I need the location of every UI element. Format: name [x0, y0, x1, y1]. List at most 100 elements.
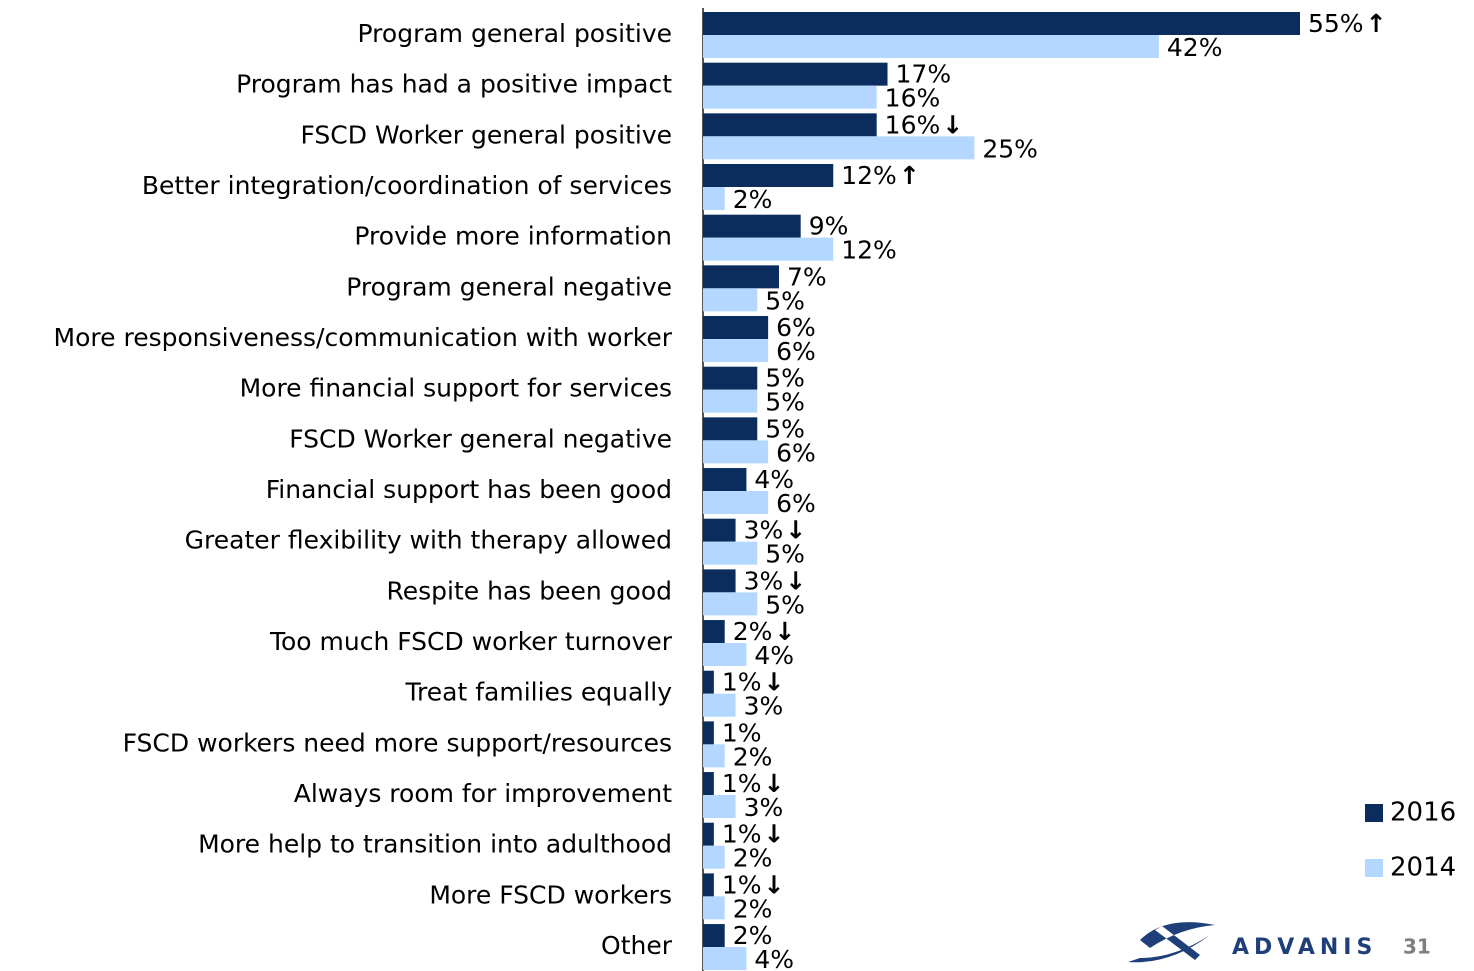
logo: ADVANIS: [1232, 935, 1377, 960]
value-label: 2%: [733, 894, 773, 923]
bar: [703, 772, 714, 796]
bar: [703, 316, 769, 340]
logo-icon: [1128, 922, 1215, 963]
value-label: 16%: [885, 110, 941, 139]
value-label: 1%: [722, 668, 762, 697]
bar: [703, 822, 714, 846]
bar: [703, 35, 1159, 58]
significance-marker: ↓: [764, 668, 785, 697]
bar: [703, 592, 758, 616]
category-label: Better integration/coordination of servi…: [142, 171, 672, 200]
category-label: Provide more information: [354, 222, 672, 251]
value-label: 2%: [733, 742, 773, 771]
value-label: 12%: [841, 161, 897, 190]
category-label: FSCD Worker general positive: [300, 120, 672, 149]
bar: [703, 491, 769, 515]
value-label: 6%: [776, 438, 816, 467]
value-label: 5%: [765, 286, 805, 315]
category-label: Program general positive: [358, 19, 672, 48]
category-label: Treat families equally: [404, 678, 672, 707]
value-label: 4%: [754, 945, 794, 971]
value-label: 6%: [776, 313, 816, 342]
legend-swatch: [1365, 859, 1383, 877]
value-label: 1%: [722, 769, 762, 798]
bar: [703, 265, 779, 289]
value-label: 3%: [744, 516, 784, 545]
bar: [703, 12, 1300, 35]
value-label: 2%: [733, 844, 773, 873]
value-label: 5%: [765, 540, 805, 569]
value-label: 3%: [744, 793, 784, 822]
value-label: 4%: [754, 465, 794, 494]
legend-label: 2014: [1390, 853, 1456, 883]
value-label: 4%: [754, 641, 794, 670]
category-label: FSCD Worker general negative: [289, 424, 672, 453]
value-label: 25%: [982, 134, 1038, 163]
bar: [703, 164, 834, 188]
value-label: 9%: [809, 212, 849, 241]
bar: [703, 288, 758, 312]
significance-marker: ↓: [764, 769, 785, 798]
value-label: 42%: [1167, 33, 1223, 62]
value-label: 1%: [722, 870, 762, 899]
bar: [703, 136, 975, 160]
bar: [703, 947, 747, 971]
value-label: 7%: [787, 262, 827, 291]
value-label: 2%: [733, 185, 773, 214]
value-label: 3%: [744, 566, 784, 595]
page-number: 31: [1403, 935, 1431, 959]
bar: [703, 643, 747, 667]
value-label: 5%: [765, 414, 805, 443]
value-label: 1%: [722, 820, 762, 849]
bar: [703, 795, 736, 819]
value-label: 2%: [733, 617, 773, 646]
significance-marker: ↓: [785, 566, 806, 595]
significance-marker: ↓: [785, 516, 806, 545]
category-label: Respite has been good: [387, 576, 673, 605]
bar: [703, 744, 725, 768]
bar: [703, 620, 725, 644]
bar: [703, 518, 736, 542]
category-label: Greater flexibility with therapy allowed: [185, 526, 672, 555]
significance-marker: ↑: [899, 161, 920, 190]
category-label: Other: [601, 931, 673, 960]
value-label: 12%: [841, 236, 897, 265]
bar: [703, 924, 725, 948]
bar: [703, 366, 758, 390]
category-label: More financial support for services: [240, 374, 672, 403]
value-label: 16%: [885, 84, 941, 113]
significance-marker: ↓: [764, 870, 785, 899]
value-label: 17%: [896, 60, 952, 89]
bar: [703, 339, 769, 363]
category-label: More help to transition into adulthood: [198, 830, 672, 859]
value-label: 55%: [1308, 9, 1364, 38]
value-label: 6%: [776, 489, 816, 518]
value-label: 5%: [765, 590, 805, 619]
value-label: 6%: [776, 337, 816, 366]
bar: [703, 187, 725, 211]
bar: [703, 845, 725, 869]
category-label: More responsiveness/communication with w…: [54, 323, 673, 352]
category-label: Always room for improvement: [294, 779, 672, 808]
bar: [703, 389, 758, 413]
value-label: 1%: [722, 718, 762, 747]
category-label: Too much FSCD worker turnover: [269, 627, 673, 656]
category-label: FSCD workers need more support/resources: [123, 728, 672, 757]
bar: [703, 113, 877, 137]
bar: [703, 670, 714, 694]
category-label: Program general negative: [346, 272, 672, 301]
value-label: 5%: [765, 388, 805, 417]
bar: [703, 693, 736, 717]
value-label: 3%: [744, 692, 784, 721]
category-label: Financial support has been good: [266, 475, 672, 504]
bar: [703, 62, 888, 86]
bar: [703, 237, 834, 261]
significance-marker: ↓: [942, 110, 963, 139]
bar: [703, 873, 714, 897]
bar: [703, 214, 801, 238]
category-label: More FSCD workers: [429, 880, 672, 909]
legend-label: 2016: [1390, 798, 1456, 828]
bar: [703, 417, 758, 441]
bar: [703, 721, 714, 745]
